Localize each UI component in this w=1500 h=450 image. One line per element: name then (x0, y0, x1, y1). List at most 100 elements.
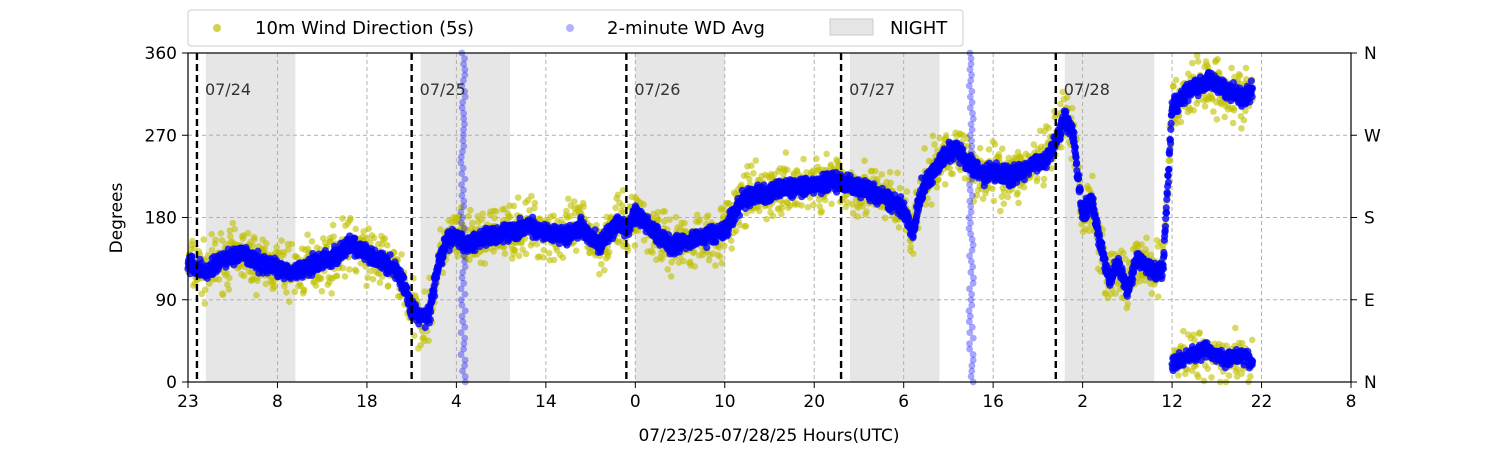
wind-direction-point (696, 216, 704, 224)
wd-avg-point (712, 238, 720, 246)
data-points (184, 49, 1257, 386)
wind-direction-point (333, 272, 341, 280)
wd-avg-point (896, 193, 905, 201)
wind-direction-point (1188, 59, 1196, 67)
wind-direction-point (907, 243, 915, 251)
wd-avg-point (403, 283, 411, 292)
wind-direction-point (360, 228, 367, 235)
wind-direction-point (1085, 227, 1093, 234)
wind-direction-point (715, 244, 723, 251)
wind-direction-point (784, 166, 791, 174)
wind-direction-point (536, 215, 544, 223)
wind-direction-point (721, 242, 728, 250)
wind-direction-point (563, 207, 570, 215)
wind-direction-point (681, 219, 688, 227)
wind-direction-point (949, 170, 956, 178)
wind-direction-point (896, 184, 904, 192)
wind-direction-point (1248, 336, 1256, 344)
wind-direction-point (283, 289, 290, 296)
wind-direction-point (1033, 174, 1041, 182)
wind-direction-point (614, 191, 622, 199)
wind-direction-point (640, 201, 647, 208)
wind-direction-point (732, 227, 740, 235)
legend-box (187, 9, 964, 47)
wind-direction-point (666, 216, 674, 223)
wind-direction-point (976, 144, 984, 152)
wind-direction-point (716, 253, 724, 261)
wind-direction-point (365, 225, 372, 232)
wind-direction-point (1238, 125, 1245, 132)
wind-direction-point (1190, 106, 1198, 114)
wind-direction-point (1204, 365, 1212, 373)
wind-direction-point (991, 140, 999, 148)
wind-direction-point (1196, 329, 1203, 336)
wind-direction-point (612, 204, 619, 212)
wind-direction-point (212, 236, 219, 244)
wind-direction-point (352, 225, 360, 233)
legend: 10m Wind Direction (5s) 2-minute WD Avg … (187, 9, 964, 47)
wind-direction-point (605, 248, 613, 256)
wind-direction-point (816, 203, 824, 210)
wind-direction-point (217, 230, 225, 237)
wind-direction-point (1040, 175, 1048, 183)
wind-direction-point (903, 188, 911, 195)
wind-direction-point (693, 211, 701, 219)
wind-direction-point (254, 277, 261, 285)
wind-direction-point (854, 213, 861, 220)
wind-direction-point (763, 215, 770, 223)
wind-direction-point (878, 171, 886, 178)
wind-direction-point (341, 273, 349, 280)
wd-avg-point (427, 308, 435, 316)
wind-direction-point (1194, 58, 1202, 65)
wind-direction-point (479, 210, 487, 217)
wind-direction-point (481, 260, 488, 267)
wind-direction-point (286, 298, 293, 306)
wind-direction-point (1045, 124, 1052, 132)
wind-direction-point (478, 216, 486, 224)
wind-direction-point (300, 286, 308, 293)
wind-direction-point (1058, 144, 1065, 151)
wind-direction-point (823, 150, 830, 158)
wind-direction-point (398, 251, 405, 258)
wind-direction-point (704, 212, 712, 219)
wind-direction-point (466, 256, 473, 264)
wind-direction-point (600, 266, 608, 274)
wind-direction-point (330, 233, 337, 240)
wind-direction-point (1195, 373, 1202, 381)
wind-direction-point (219, 291, 227, 298)
wind-direction-point (518, 239, 525, 247)
wind-direction-point (224, 281, 231, 288)
wind-direction-point (619, 187, 627, 194)
wind-direction-point (752, 157, 760, 164)
wind-direction-point (308, 238, 316, 245)
wind-direction-point (1172, 76, 1180, 84)
wind-direction-point (347, 214, 354, 222)
wind-direction-point (1154, 293, 1162, 300)
wind-direction-point (522, 250, 530, 258)
wind-direction-point (1230, 107, 1238, 114)
wind-direction-point (909, 250, 917, 257)
wind-direction-point (664, 266, 672, 273)
legend-label-night: NIGHT (890, 18, 948, 39)
legend-patch-night (829, 18, 874, 36)
wind-direction-point (225, 286, 233, 293)
legend-label-wind-direction: 10m Wind Direction (5s) (255, 18, 474, 39)
wind-direction-point (1214, 56, 1222, 63)
wind-direction-point (285, 246, 292, 253)
wind-direction-point (437, 226, 444, 233)
wind-direction-point (227, 233, 234, 240)
wind-direction-point (231, 225, 239, 233)
wind-direction-point (1213, 116, 1221, 123)
wind-direction-point (874, 175, 881, 183)
wind-direction-point (1014, 189, 1021, 196)
wind-direction-point (1124, 300, 1132, 308)
wind-direction-point (1200, 377, 1208, 385)
wind-direction-point (928, 201, 935, 208)
wind-direction-point (1120, 249, 1127, 257)
wind-direction-point (742, 222, 750, 230)
wind-direction-point (598, 260, 605, 268)
wind-direction-point (680, 257, 687, 265)
wind-direction-point (672, 213, 680, 221)
wind-direction-point (454, 252, 461, 260)
wind-direction-point (1210, 108, 1217, 115)
